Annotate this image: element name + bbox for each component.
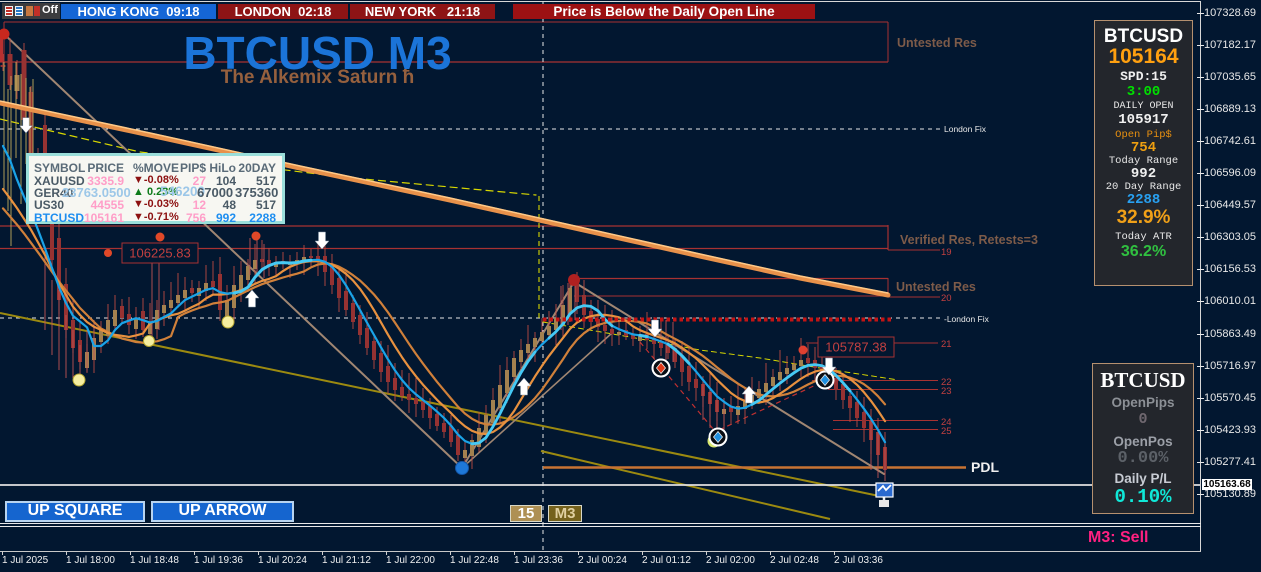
svg-text:22: 22 <box>941 377 952 388</box>
svg-text:21: 21 <box>941 339 952 350</box>
svg-text:24: 24 <box>941 417 952 428</box>
svg-text:Verified Res, Retests=3: Verified Res, Retests=3 <box>900 233 1038 247</box>
svg-text:-London Fix: -London Fix <box>944 314 990 324</box>
svg-text:105787.38: 105787.38 <box>825 340 886 355</box>
svg-text:20: 20 <box>941 293 952 304</box>
svg-text:25: 25 <box>941 426 952 437</box>
svg-text:PDL: PDL <box>971 459 999 475</box>
svg-text:106225.83: 106225.83 <box>129 246 190 261</box>
svg-text:Untested Res: Untested Res <box>897 36 977 50</box>
svg-text:Untested Res: Untested Res <box>896 280 976 294</box>
svg-text:23: 23 <box>941 386 952 397</box>
svg-text:19: 19 <box>941 247 952 258</box>
svg-text:London Fix: London Fix <box>944 124 987 134</box>
